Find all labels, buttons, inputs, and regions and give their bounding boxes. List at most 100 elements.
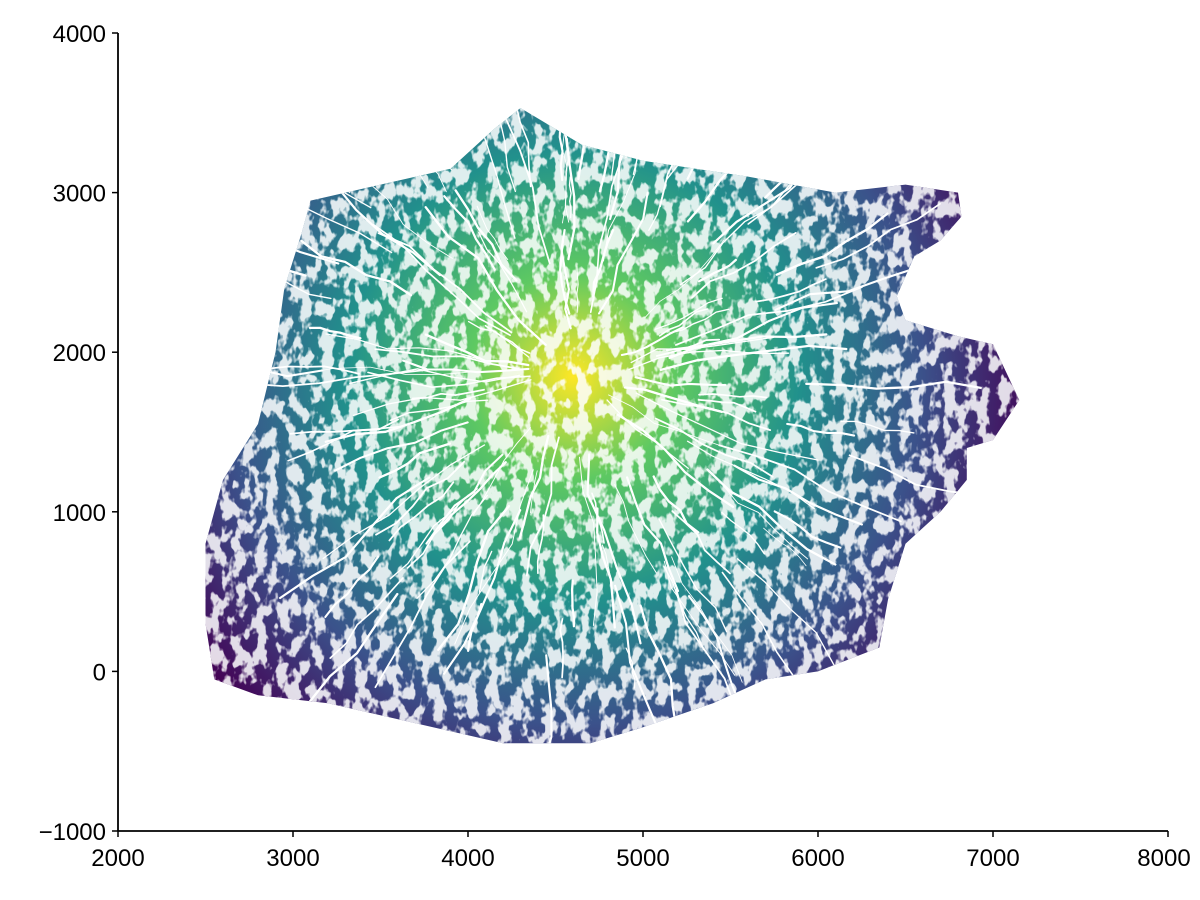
x-tick-label: 8000 [1137, 845, 1190, 872]
drainage-channel [558, 108, 564, 182]
drainage-channel [659, 344, 848, 372]
drainage-channel [805, 380, 982, 390]
drainage-channel [455, 108, 516, 239]
drainage-channel [625, 647, 636, 689]
axes: 2000 3000 4000 5000 6000 7000 8000 −1000 0 1000 2… [39, 21, 1191, 872]
drainage-channel [389, 399, 489, 422]
drainage-channel [589, 155, 624, 314]
drainage-channel [652, 475, 700, 534]
drainage-channel [608, 394, 731, 450]
drainage-channel [416, 494, 488, 599]
drainage-channel [625, 108, 646, 159]
drainage-channel [686, 108, 734, 180]
drainage-channel [559, 239, 571, 315]
drainage-channel [536, 514, 545, 575]
drainage-channel [763, 527, 807, 567]
drainage-channel [606, 399, 689, 470]
drainage-channel [639, 604, 679, 734]
drainage-channel [655, 338, 721, 357]
drainage-channel [628, 349, 790, 371]
drainage-channel [389, 494, 470, 580]
drainage-channel [706, 468, 837, 566]
drainage-channel [718, 444, 902, 523]
drainage-channel [721, 511, 765, 555]
drainage-channel [443, 509, 522, 675]
drainage-channel [377, 232, 513, 334]
drainage-channel [324, 555, 380, 619]
drainage-channel [561, 129, 568, 224]
drainage-channel [372, 223, 511, 337]
drainage-channel [529, 470, 538, 514]
drainage-channel [493, 108, 517, 193]
drainage-channel [623, 386, 724, 414]
drainage-channel [467, 320, 530, 358]
drainage-channel [349, 368, 520, 385]
drainage-channel [579, 456, 598, 626]
drainage-channel [775, 212, 889, 276]
drainage-channel [671, 510, 731, 575]
drainage-channel [514, 108, 532, 188]
drainage-channel [437, 505, 511, 651]
drainage-channel [665, 302, 838, 352]
drainage-channel [663, 560, 736, 676]
drainage-channel [295, 366, 482, 376]
x-tick-label: 7000 [966, 845, 1019, 872]
drainage-channel [308, 326, 362, 340]
drainage-channel [687, 595, 743, 709]
drainage-channel [269, 365, 360, 375]
drainage-channel [755, 278, 827, 303]
drainage-channel [367, 371, 531, 389]
y-axis-ticks: −1000 0 1000 2000 3000 4000 [39, 21, 118, 846]
drainage-channel [375, 460, 466, 536]
drainage-channel [374, 540, 471, 689]
drainage-channel [697, 258, 738, 283]
x-tick-label: 4000 [441, 845, 494, 872]
drainage-channel [654, 417, 774, 478]
drainage-channel [287, 425, 402, 462]
drainage-channel [559, 618, 564, 679]
drainage-channel [329, 577, 404, 659]
y-tick-label: 1000 [53, 500, 106, 527]
drainage-channel [305, 146, 351, 193]
drainage-channel [601, 544, 613, 593]
drainage-channel [630, 336, 775, 364]
drainage-channel [597, 191, 649, 315]
drainage-channel [388, 481, 455, 542]
drainage-channel [205, 218, 307, 277]
drainage-channel [476, 205, 509, 260]
drainage-channel [422, 108, 468, 144]
drainage-channel [675, 286, 863, 346]
drainage-channel [840, 420, 915, 434]
y-tick-label: −1000 [39, 819, 106, 846]
drainage-channel [668, 108, 711, 115]
drainage-channel [596, 507, 616, 629]
drainage-channel [586, 453, 642, 645]
drainage-channel [658, 518, 728, 633]
drainage-channel [733, 464, 863, 526]
drainage-channel [671, 556, 743, 683]
y-tick-label: 4000 [53, 21, 106, 48]
y-tick-label: 0 [93, 659, 106, 686]
drainage-channel [773, 510, 842, 549]
drainage-channel [443, 195, 496, 271]
x-tick-label: 2000 [91, 845, 144, 872]
drainage-channel [679, 183, 792, 286]
drainage-channel [454, 189, 518, 282]
drainage-channel [478, 550, 493, 593]
drainage-channel [722, 485, 809, 560]
drainage-channel [576, 265, 579, 313]
drainage-channel [635, 392, 819, 461]
drainage-channel [300, 239, 413, 297]
drainage-channel [324, 397, 472, 443]
drainage-channel [731, 108, 797, 171]
drainage-channel [786, 422, 856, 437]
drainage-channel [525, 436, 560, 577]
drainage-channel [634, 376, 727, 387]
drainage-channel [592, 228, 615, 298]
y-tick-label: 3000 [53, 181, 106, 208]
drainage-channel [626, 476, 680, 593]
drainage-channel [518, 434, 550, 539]
drainage-channel [614, 484, 657, 574]
